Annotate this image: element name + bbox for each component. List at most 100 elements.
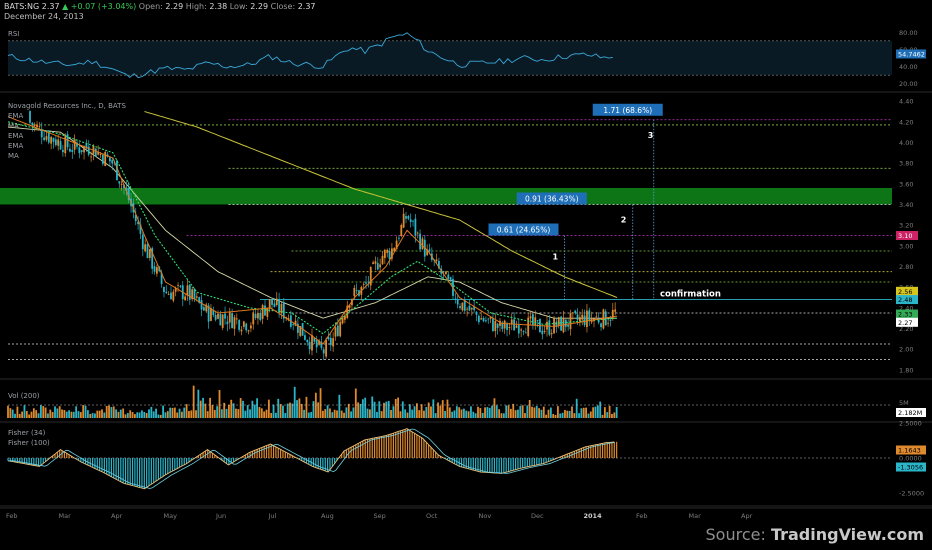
candle-body [365, 282, 367, 284]
open-label: Open: [138, 2, 163, 11]
volume-bar [568, 410, 571, 418]
candle-body [501, 322, 504, 330]
volume-bar [331, 412, 334, 418]
volume-bar [206, 411, 209, 418]
volume-bar [413, 406, 416, 418]
candle-body [64, 136, 67, 154]
volume-bar [561, 412, 564, 418]
candle-body [179, 285, 182, 287]
volume-bar [65, 411, 68, 418]
volume-bar [549, 407, 552, 418]
price-axis-tick: 4.20 [899, 118, 913, 126]
volume-bar [115, 409, 117, 418]
candle-body [407, 216, 410, 219]
volume-bar [606, 412, 609, 418]
candle-body [146, 244, 149, 259]
volume-bar [554, 414, 557, 418]
candle-body [45, 136, 48, 140]
candle-body [334, 327, 337, 337]
candle-body [73, 139, 76, 150]
candle-body [381, 255, 384, 265]
volume-bar [434, 413, 437, 418]
volume-bar [40, 405, 42, 418]
volume-bar [256, 398, 258, 418]
candle-body [438, 261, 440, 269]
volume-bar [357, 402, 360, 418]
candle-body [400, 224, 403, 237]
volume-bar [87, 410, 89, 418]
rsi-band [8, 40, 892, 76]
volume-bar [498, 409, 501, 418]
candle-body [527, 317, 530, 337]
volume-bar [566, 410, 569, 418]
candle-body [80, 150, 83, 153]
candle-body [257, 312, 259, 319]
volume-bar [152, 411, 155, 418]
volume-bar [448, 407, 451, 418]
volume-bar [155, 408, 157, 418]
price-pane-title: Novagold Resources Inc., D, BATS [8, 102, 126, 110]
candle-body [503, 320, 506, 329]
candle-body [210, 307, 212, 321]
volume-bar [453, 410, 456, 418]
volume-bar [474, 413, 477, 418]
volume-bar [510, 408, 512, 418]
volume-bar [354, 388, 357, 418]
volume-bar [244, 410, 247, 418]
candle-body [87, 146, 90, 155]
volume-bar [326, 405, 329, 418]
candle-body [280, 303, 283, 314]
rsi-axis-tick: 40.00 [899, 63, 918, 71]
volume-bar [58, 406, 61, 418]
volume-bar [524, 413, 526, 418]
time-axis-tick: Feb [636, 512, 648, 520]
source-credit[interactable]: Source: TradingView.com [706, 525, 924, 544]
candle-body [442, 271, 445, 273]
close-label: Close: [270, 2, 296, 11]
candle-body [534, 317, 537, 326]
volume-bar [11, 409, 14, 418]
volume-bar [552, 414, 555, 418]
volume-bar [571, 406, 573, 418]
volume-bar [305, 396, 308, 418]
volume-bar [42, 406, 45, 418]
volume-bar [270, 412, 273, 418]
volume-bar [314, 392, 317, 418]
projection-callout-2 [516, 192, 587, 205]
legend-ema-1: EMA [8, 112, 24, 120]
volume-bar [521, 405, 524, 418]
volume-bar [117, 411, 120, 418]
candle-body [238, 320, 241, 330]
candle-body [205, 304, 208, 312]
candle-body [207, 305, 210, 322]
candle-body [174, 288, 177, 292]
candle-body [466, 308, 468, 310]
volume-bar [148, 409, 150, 418]
change-up-icon: ▲ [62, 2, 69, 11]
candle-body [315, 340, 318, 348]
candle-body [250, 325, 252, 329]
candle-body [419, 233, 421, 250]
price-tag-bg [896, 317, 918, 327]
candle-body [259, 312, 262, 321]
candle-body [203, 307, 205, 311]
volume-bar [392, 406, 395, 418]
volume-bar [237, 409, 240, 418]
candle-body [214, 314, 217, 320]
volume-bar [112, 406, 115, 418]
volume-bar [185, 404, 188, 418]
volume-bar [399, 411, 402, 418]
volume-bar [432, 399, 435, 418]
candle-body [71, 149, 74, 152]
volume-bar [14, 413, 16, 418]
volume-bar [373, 401, 376, 418]
candle-body [94, 148, 97, 157]
candle-body [235, 318, 238, 320]
volume-bar [260, 408, 263, 418]
volume-bar [223, 402, 226, 418]
volume-bar [138, 412, 141, 418]
candle-body [348, 305, 351, 308]
candle-body [109, 157, 111, 162]
volume-bar [613, 412, 616, 418]
volume-bar [465, 410, 468, 418]
